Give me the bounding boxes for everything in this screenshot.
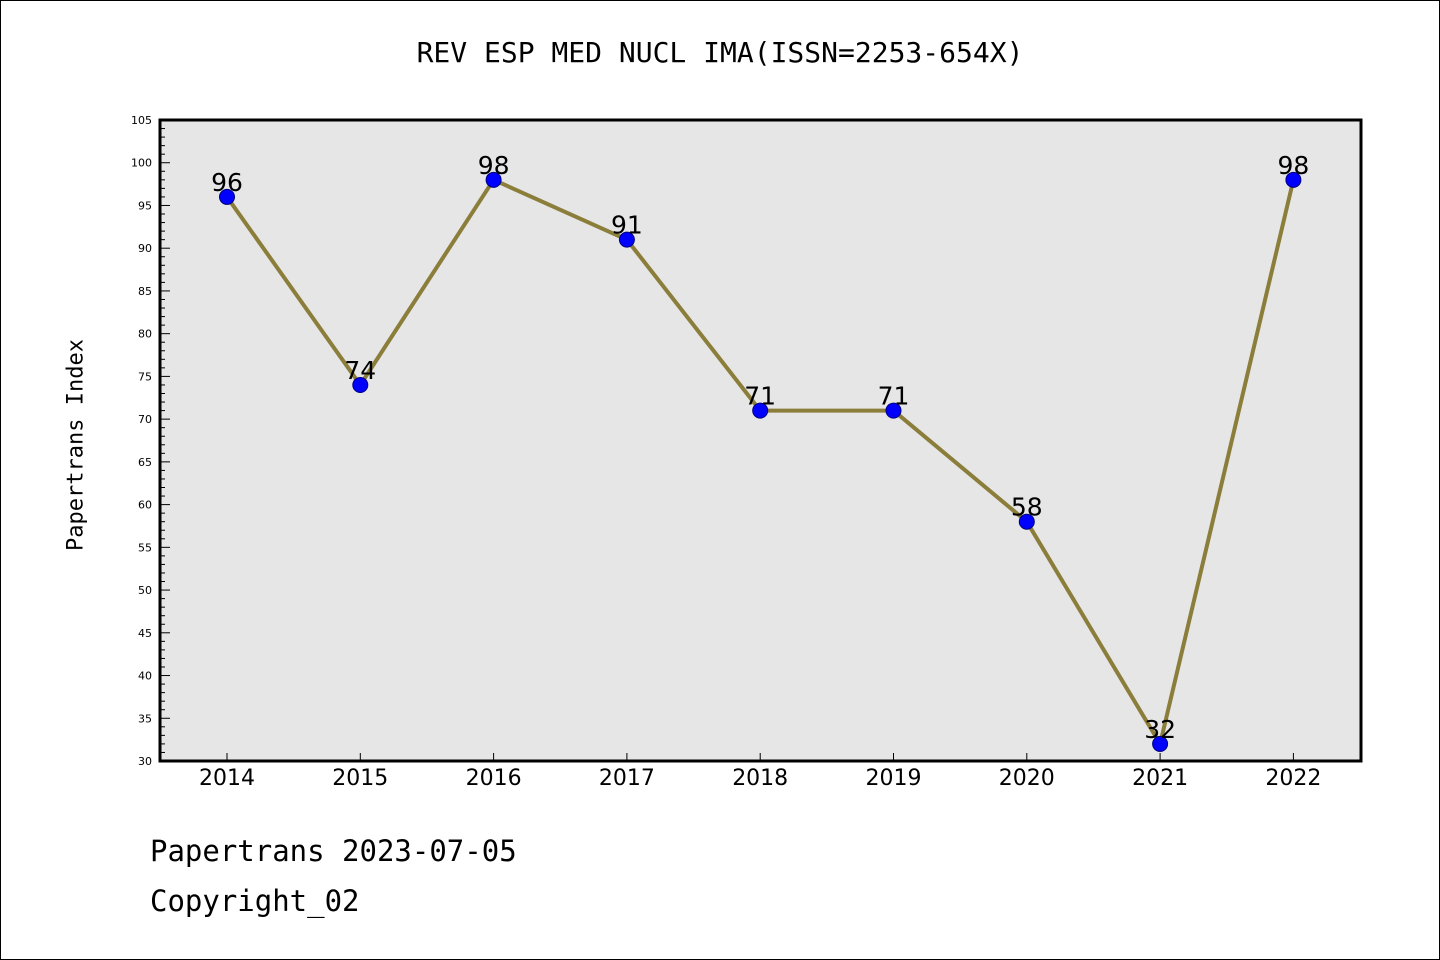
data-point (885, 402, 902, 419)
y-tick-label: 95 (138, 199, 152, 212)
x-axis: 2014 2015 2016 2017 2018 2019 2020 2021 2022 (199, 753, 1321, 791)
y-tick-label: 55 (138, 541, 152, 554)
y-tick-label: 50 (138, 584, 152, 597)
footer-copyright: Copyright_02 (150, 884, 360, 918)
x-tick-label: 2020 (999, 766, 1055, 791)
data-label: 71 (744, 382, 776, 411)
y-tick-label: 100 (131, 157, 152, 170)
y-tick-label: 105 (131, 114, 152, 127)
x-tick-label: 2022 (1265, 766, 1321, 791)
y-tick-label: 60 (138, 499, 152, 512)
y-tick-label: 70 (138, 413, 152, 426)
footer-date: Papertrans 2023-07-05 (150, 834, 517, 868)
plot-border (158, 118, 1363, 763)
x-tick-label: 2017 (599, 766, 655, 791)
data-point (352, 376, 369, 393)
y-tick-label: 35 (138, 712, 152, 725)
data-label: 71 (878, 382, 910, 411)
series-layer (219, 171, 1302, 752)
plot-area (160, 120, 1361, 761)
y-tick-label: 65 (138, 456, 152, 469)
chart-title: REV ESP MED NUCL IMA(ISSN=2253-654X) (416, 36, 1024, 69)
data-label: 58 (1011, 493, 1043, 522)
data-point (1018, 513, 1035, 530)
x-tick-label: 2018 (732, 766, 788, 791)
x-tick-label: 2014 (199, 766, 255, 791)
data-label: 96 (211, 168, 243, 197)
data-point (1152, 735, 1169, 752)
y-tick-label: 80 (138, 328, 152, 341)
y-tick-label: 30 (138, 755, 152, 768)
data-point (485, 171, 502, 188)
y-tick-label: 90 (138, 242, 152, 255)
x-tick-label: 2015 (332, 766, 388, 791)
x-tick-label: 2019 (866, 766, 922, 791)
data-label-layer: 96 74 98 91 71 71 58 32 98 (211, 151, 1309, 744)
x-tick-label: 2021 (1132, 766, 1188, 791)
y-tick-label: 75 (138, 370, 152, 383)
y-tick-label: 45 (138, 627, 152, 640)
data-label: 98 (1277, 151, 1309, 180)
y-tick-label: 40 (138, 670, 152, 683)
data-point (219, 188, 235, 205)
y-tick-label: 85 (138, 285, 152, 298)
data-label: 74 (344, 356, 376, 385)
data-point (752, 402, 769, 419)
y-axis: 30 35 40 45 50 55 60 65 70 75 80 85 90 95 100 105 (131, 114, 170, 768)
data-point (618, 231, 635, 248)
data-label: 91 (611, 211, 643, 240)
x-tick-label: 2016 (466, 766, 522, 791)
data-label: 98 (478, 151, 510, 180)
data-label: 32 (1144, 715, 1176, 744)
data-point (1285, 171, 1302, 188)
